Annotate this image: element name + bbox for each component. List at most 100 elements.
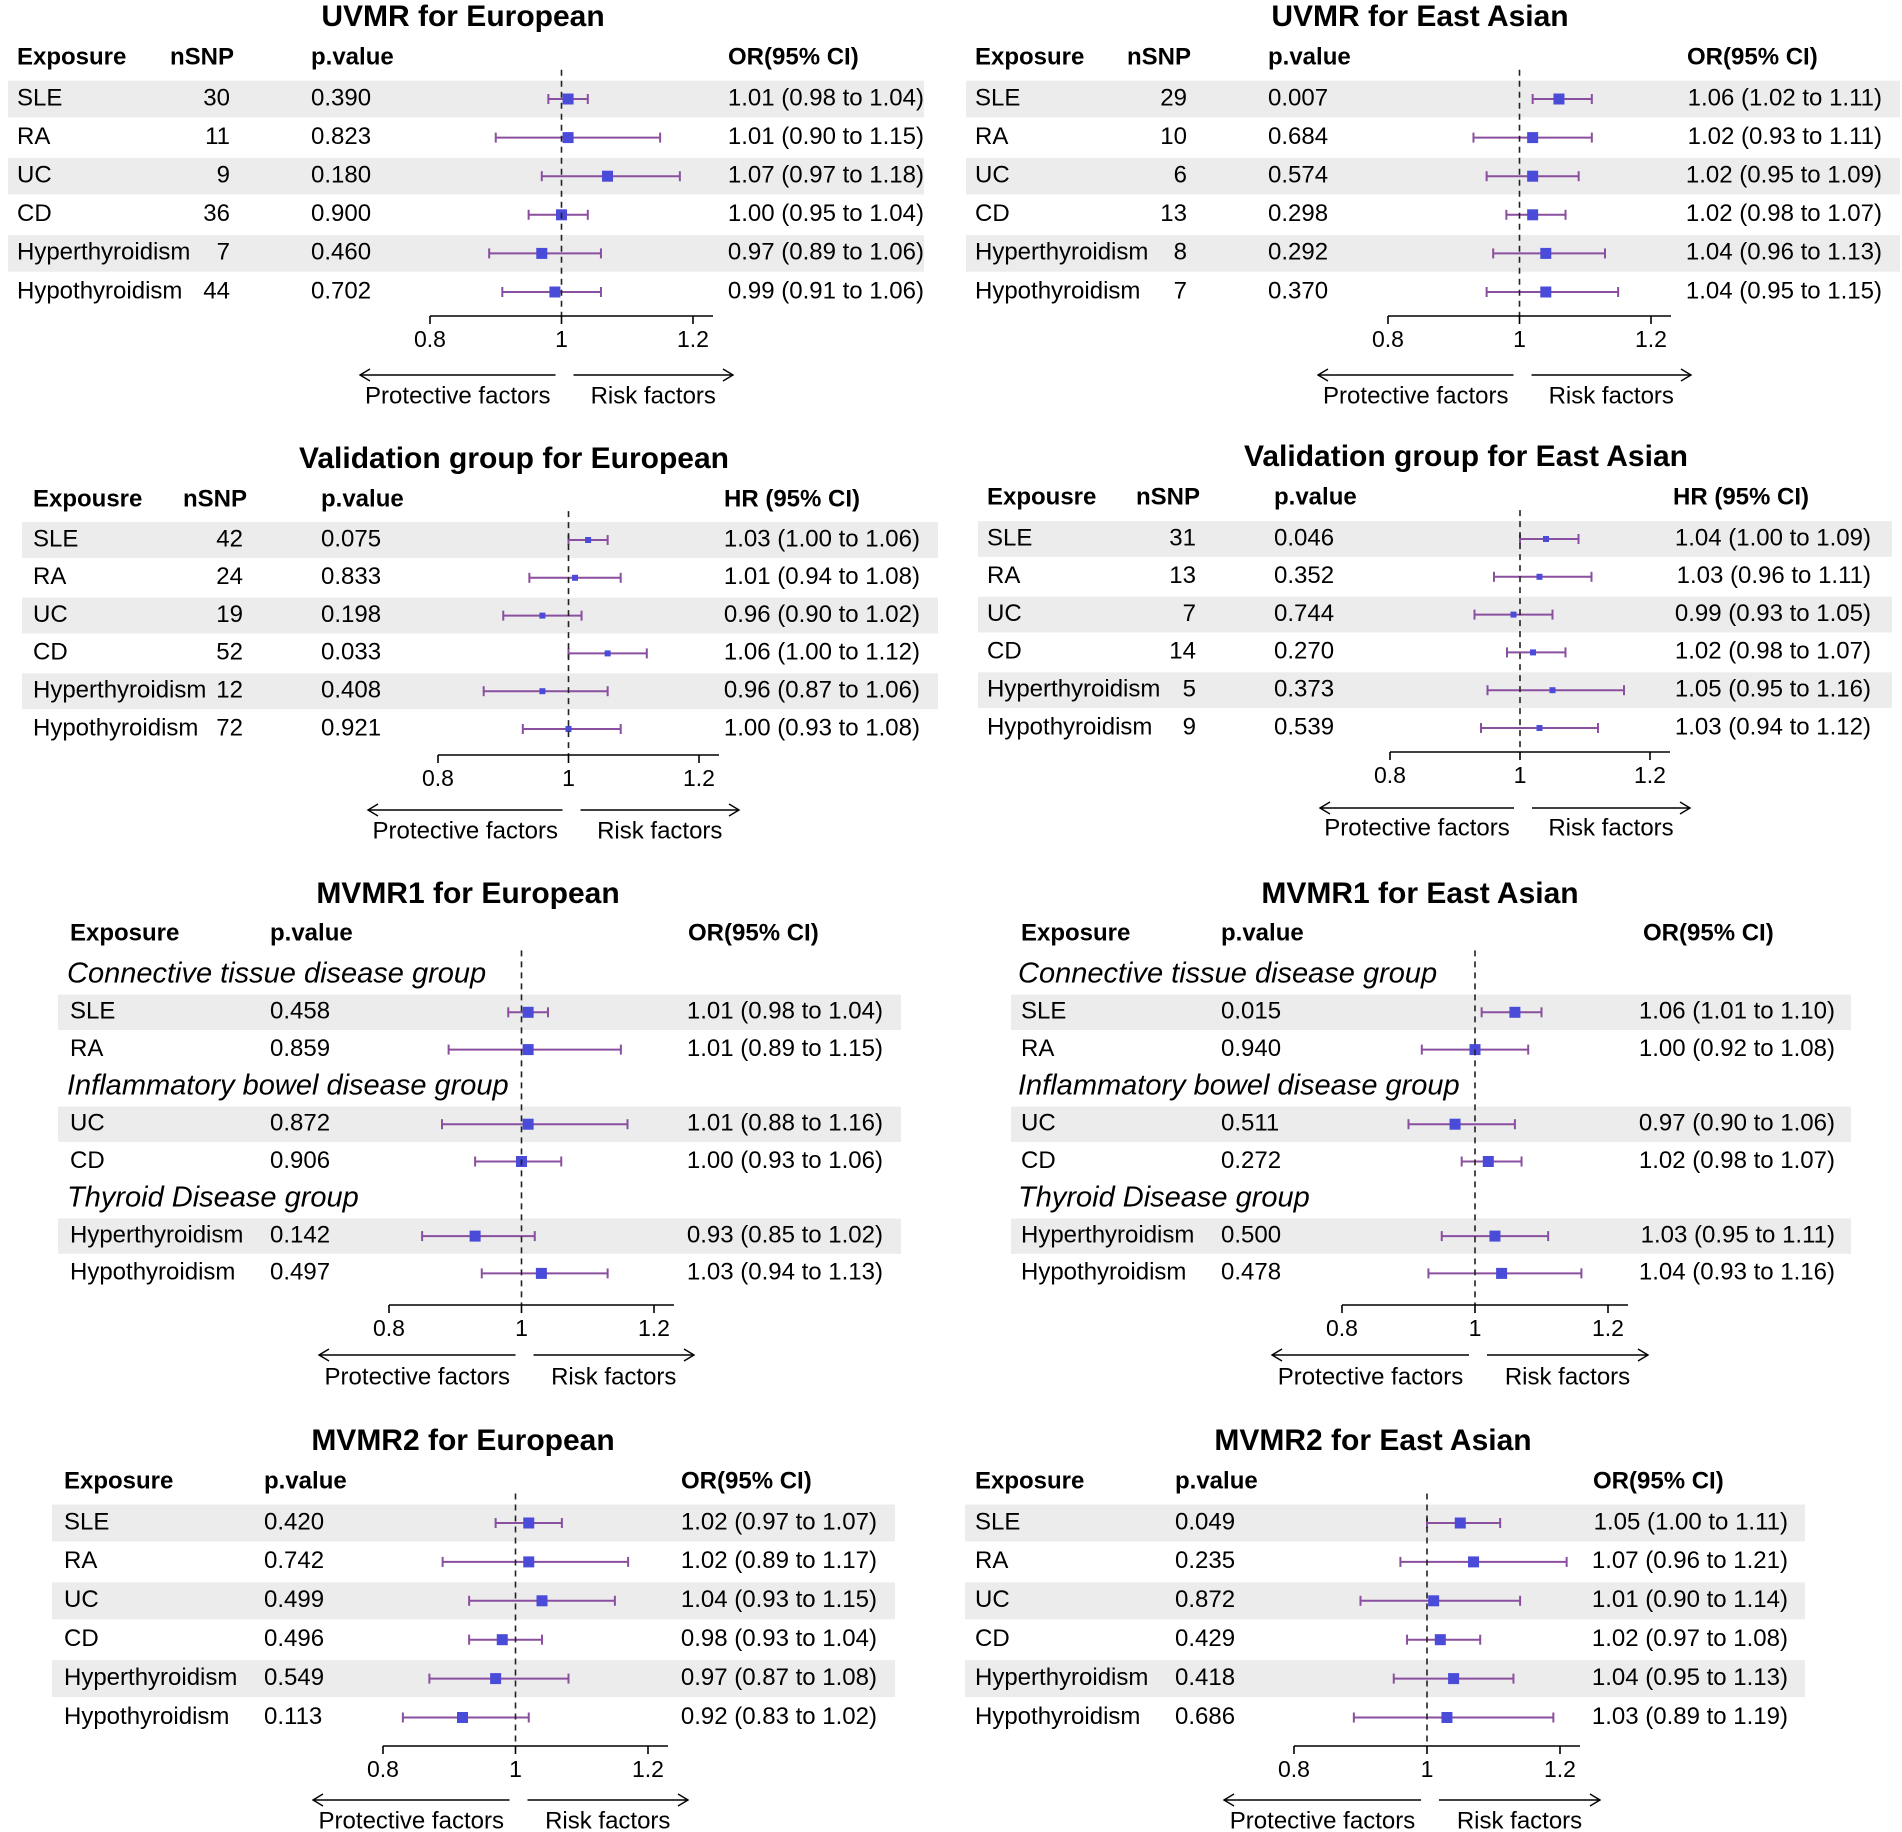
table-row: CD 0.429 1.02 (0.97 to 1.08) (975, 1625, 1788, 1652)
panel-title: MVMR1 for East Asian (1261, 877, 1578, 910)
protective-factors-label: Protective factors (1278, 1363, 1463, 1390)
cell-exposure: RA (64, 1547, 97, 1574)
table-row: Hyperthyroidism 0.549 0.97 (0.87 to 1.08) (64, 1664, 877, 1691)
cell-pvalue: 0.497 (270, 1259, 330, 1286)
point-estimate (523, 1517, 535, 1529)
point-estimate (1553, 93, 1565, 105)
table-row: Hyperthyroidism 0.142 0.93 (0.85 to 1.02) (70, 1221, 883, 1248)
risk-factors-label: Risk factors (551, 1363, 676, 1390)
protective-factors-label: Protective factors (1230, 1807, 1415, 1832)
row-stripes (1011, 994, 1851, 1254)
cell-exposure: Hypothyroidism (64, 1703, 229, 1730)
table-row: Hypothyroidism 0.113 0.92 (0.83 to 1.02) (64, 1703, 877, 1730)
cell-effect-ci: 1.06 (1.01 to 1.10) (1639, 998, 1835, 1025)
cell-effect-ci: 1.04 (0.93 to 1.16) (1639, 1259, 1835, 1286)
table-row: RA 13 0.352 1.03 (0.96 to 1.11) (987, 562, 1871, 589)
cell-effect-ci: 1.05 (0.95 to 1.16) (1675, 676, 1871, 703)
cell-exposure: SLE (33, 525, 78, 552)
header-pvalue: p.value (264, 1467, 347, 1494)
cell-effect-ci: 1.00 (0.93 to 1.06) (687, 1147, 883, 1174)
cell-pvalue: 0.549 (264, 1664, 324, 1691)
cell-exposure: CD (64, 1625, 99, 1652)
x-tick-label: 0.8 (1326, 1315, 1358, 1341)
table-row: RA 11 0.823 1.01 (0.90 to 1.15) (17, 123, 924, 150)
table-row: SLE 0.049 1.05 (1.00 to 1.11) (975, 1508, 1788, 1535)
cell-exposure: Hypothyroidism (70, 1259, 235, 1286)
x-tick-label: 0.8 (1372, 326, 1404, 352)
cell-pvalue: 0.046 (1274, 524, 1334, 551)
point-estimate (1482, 1156, 1494, 1167)
table-row: CD 0.906 1.00 (0.93 to 1.06) (70, 1147, 883, 1174)
point-estimate (535, 1267, 547, 1279)
table-row: RA 0.235 1.07 (0.96 to 1.21) (975, 1547, 1788, 1574)
header-exposure: Exposure (975, 1467, 1084, 1494)
x-tick-label: 0.8 (414, 326, 446, 352)
table-row: UC 19 0.198 0.96 (0.90 to 1.02) (33, 601, 920, 628)
x-axis: 0.8 1 1.2 (1374, 751, 1670, 788)
table-row: SLE 30 0.390 1.01 (0.98 to 1.04) (17, 84, 924, 111)
cell-nsnp: 72 (216, 714, 243, 741)
cell-pvalue: 0.906 (270, 1147, 330, 1174)
point-estimate (1536, 725, 1543, 731)
table-row: UC 9 0.180 1.07 (0.97 to 1.18) (17, 162, 924, 189)
cell-exposure: Hypothyroidism (975, 277, 1140, 304)
table-row: SLE 42 0.075 1.03 (1.00 to 1.06) (33, 525, 920, 552)
header-effect: OR(95% CI) (1643, 919, 1774, 946)
panel-title: MVMR2 for European (311, 1424, 614, 1457)
point-estimate (490, 1673, 502, 1685)
cell-nsnp: 7 (1183, 600, 1196, 627)
table-row: Hypothyroidism 0.686 1.03 (0.89 to 1.19) (975, 1703, 1788, 1730)
cell-nsnp: 11 (205, 123, 230, 150)
cell-exposure: CD (17, 200, 52, 227)
cell-exposure: UC (17, 162, 52, 189)
cell-pvalue: 0.684 (1268, 123, 1328, 150)
cell-pvalue: 0.033 (321, 639, 381, 666)
point-estimate (539, 688, 546, 695)
cell-effect-ci: 1.02 (0.89 to 1.17) (681, 1547, 877, 1574)
cell-effect-ci: 1.03 (0.95 to 1.11) (1641, 1221, 1835, 1248)
cell-nsnp: 7 (217, 239, 230, 266)
table-rows: SLE 42 0.075 1.03 (1.00 to 1.06) RA 24 0.833 1.… (33, 525, 920, 741)
point-estimate (1543, 536, 1549, 542)
right-arrow-head (728, 803, 741, 817)
cell-exposure: SLE (975, 84, 1020, 111)
point-estimate (1489, 1230, 1501, 1242)
cell-effect-ci: 1.07 (0.97 to 1.18) (728, 162, 924, 189)
cell-exposure: RA (975, 1547, 1008, 1574)
x-axis: 0.8 1 1.2 (414, 315, 713, 352)
row-stripes (22, 522, 938, 710)
point-estimate (1448, 1673, 1460, 1685)
cell-pvalue: 0.015 (1221, 998, 1281, 1025)
x-tick-label: 0.8 (367, 1756, 399, 1782)
cell-exposure: SLE (17, 84, 62, 111)
header-pvalue: p.value (270, 919, 353, 946)
header-exposure: Exposure (1021, 919, 1130, 946)
x-axis: 0.8 1 1.2 (1372, 315, 1671, 352)
row-stripe (966, 235, 1900, 272)
table-row: UC 7 0.744 0.99 (0.93 to 1.05) (987, 600, 1871, 627)
cell-effect-ci: 0.93 (0.85 to 1.02) (687, 1221, 883, 1248)
point-estimate (522, 1044, 534, 1056)
cell-pvalue: 0.408 (321, 677, 381, 704)
point-estimate (469, 1230, 481, 1242)
table-row: RA 10 0.684 1.02 (0.93 to 1.11) (975, 123, 1882, 150)
point-estimate (1510, 611, 1517, 618)
x-tick-label: 1.2 (1592, 1315, 1624, 1341)
cell-pvalue: 0.298 (1268, 200, 1328, 227)
cell-nsnp: 6 (1174, 162, 1187, 189)
table-row: CD 14 0.270 1.02 (0.98 to 1.07) (987, 638, 1871, 665)
cell-exposure: Hyperthyroidism (975, 1664, 1148, 1691)
header-nsnp: nSNP (1127, 43, 1191, 70)
cell-effect-ci: 1.02 (0.93 to 1.11) (1688, 123, 1882, 150)
cell-exposure: RA (33, 563, 66, 590)
cell-pvalue: 0.370 (1268, 277, 1328, 304)
cell-pvalue: 0.702 (311, 277, 371, 304)
cell-pvalue: 0.180 (311, 162, 371, 189)
cell-pvalue: 0.292 (1268, 239, 1328, 266)
cell-effect-ci: 1.01 (0.89 to 1.15) (687, 1035, 883, 1062)
table-row: UC 0.511 0.97 (0.90 to 1.06) (1021, 1110, 1835, 1137)
column-headers: Expousre nSNP p.value HR (95% CI) (987, 483, 1809, 510)
cell-effect-ci: 1.02 (0.98 to 1.07) (1686, 200, 1882, 227)
point-estimate (1549, 687, 1556, 694)
cell-effect-ci: 1.01 (0.98 to 1.04) (728, 84, 924, 111)
